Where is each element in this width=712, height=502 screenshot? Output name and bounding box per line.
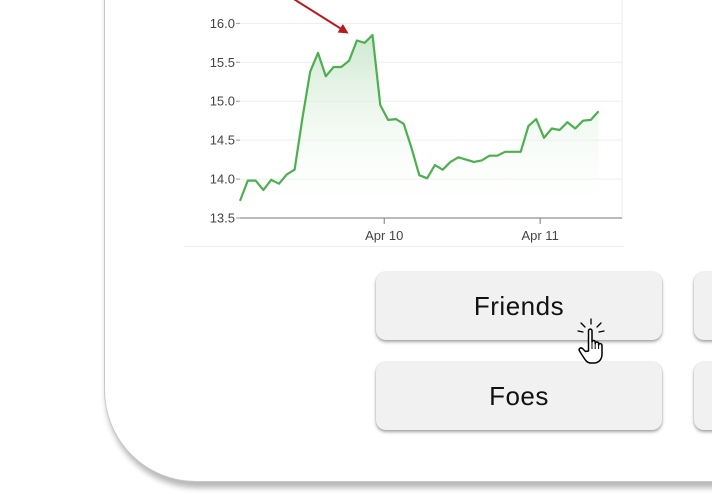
price-chart: 13.5 14.0 14.5 15.0 15.5 16.0 Apr 10 Apr 11 [184, 0, 624, 247]
foes-button-label: Foes [489, 380, 549, 411]
annotation-arrow [293, 0, 349, 34]
partial-button-right-top[interactable] [694, 272, 712, 340]
y-tick-label: 15.5 [210, 55, 235, 70]
price-chart-svg: 13.5 14.0 14.5 15.0 15.5 16.0 Apr 10 Apr 11 [210, 0, 623, 243]
series-line [238, 33, 600, 202]
series-area-fill [240, 35, 599, 218]
friends-button-label: Friends [473, 290, 565, 321]
y-tick-label: 16.0 [210, 16, 235, 31]
hand-pointer-cursor-icon [577, 318, 605, 364]
y-tick-label: 14.5 [210, 133, 235, 148]
x-tick-label: Apr 11 [521, 228, 558, 243]
y-tick-label: 15.0 [210, 94, 235, 109]
partial-button-right-bottom[interactable] [694, 362, 712, 430]
foes-button[interactable]: Foes [376, 362, 662, 430]
x-tick-label: Apr 10 [365, 228, 403, 243]
y-tick-label: 14.0 [210, 172, 235, 187]
friends-button[interactable]: Friends [376, 272, 662, 340]
y-tick-label: 13.5 [210, 211, 235, 226]
